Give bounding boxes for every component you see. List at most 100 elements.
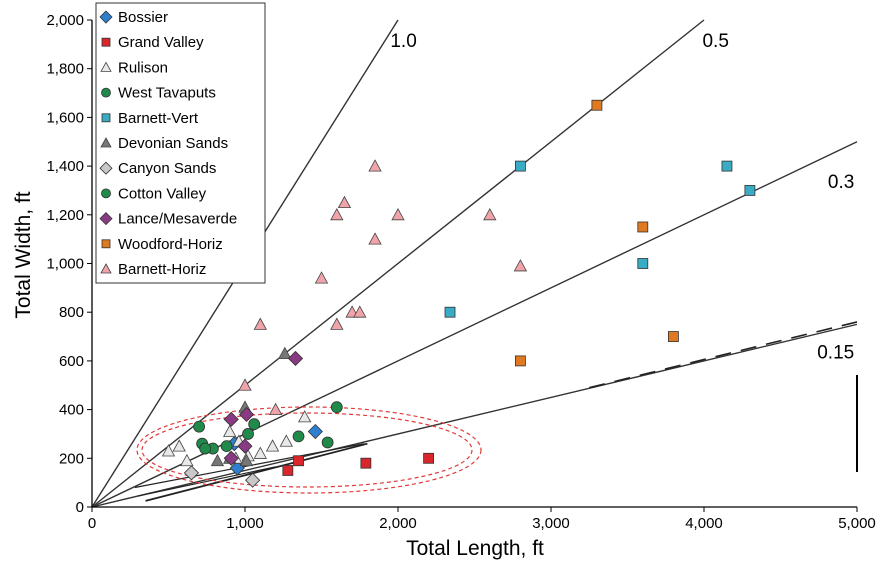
data-point-rulison [172,439,186,452]
data-point-barnett-horiz [330,317,344,330]
legend-marker-rulison [100,61,112,72]
data-point-barnett-vert [515,160,526,172]
data-point-barnett-horiz [314,271,329,284]
data-point-rulison [161,444,176,457]
data-point-rulison [279,434,293,447]
data-point-woodford-horiz [515,355,526,367]
data-point-grand-valley [360,457,372,469]
data-point-devonian-sands [278,346,292,359]
data-point-grand-valley [293,455,304,467]
legend-marker-west-tavaputs [101,87,111,98]
data-point-cotton-valley [199,442,212,455]
data-point-rulison [253,446,267,459]
data-point-woodford-horiz [637,221,649,233]
data-point-rulison [180,453,194,467]
tick-marks [87,19,858,512]
reference-segment [145,442,368,502]
ratio-label-1-0: 1.0 [390,31,416,52]
data-point-barnett-vert [721,160,733,172]
data-point-barnett-vert [637,258,649,269]
y-tick-label: 1,800 [46,61,84,78]
x-tick-label: 5,000 [838,515,876,532]
data-point-west-tavaputs [193,420,206,433]
y-tick-label: 1,400 [46,158,84,175]
legend-label-devonian-sands: Devonian Sands [118,135,228,152]
data-point-lance-mesaverde [237,438,253,454]
ratio-labels: 1.0 0.5 0.3 0.15 [390,31,854,364]
data-point-west-tavaputs [292,430,305,443]
ratio-label-0-5: 0.5 [702,31,728,52]
legend-box [95,2,266,284]
legend-label-barnett-vert: Barnett-Vert [118,110,199,127]
data-point-barnett-horiz [391,207,405,221]
legend-label-west-tavaputs: West Tavaputs [118,85,216,102]
data-point-canyon-sands [183,465,200,481]
legend-marker-bossier [99,10,113,24]
data-point-woodford-horiz [591,99,603,111]
data-point-woodford-horiz [668,331,679,342]
data-point-grand-valley [282,465,294,476]
y-tick-label: 200 [59,450,84,467]
data-point-barnett-horiz [253,317,267,330]
highlight-ellipse [136,406,482,494]
legend-label-canyon-sands: Canyon Sands [118,160,216,177]
data-point-west-tavaputs [321,436,334,449]
data-point-barnett-horiz [330,207,344,221]
legend-label-grand-valley: Grand Valley [118,34,204,51]
ratio-label-0-15: 0.15 [817,342,854,363]
legend-label-cotton-valley: Cotton Valley [118,185,207,202]
data-point-barnett-horiz [513,259,528,272]
ratio-label-0-3: 0.3 [828,172,854,193]
legend-label-barnett-horiz: Barnett-Horiz [118,261,206,278]
legend: Bossier Grand Valley Rulison West Tavaputs B… [95,2,266,284]
highlight-ellipse-inner [141,412,473,488]
data-point-devonian-sands [210,453,225,467]
y-tick-label: 400 [59,402,84,419]
y-tick-label: 600 [59,353,84,370]
data-point-cotton-valley [242,428,254,440]
data-point-rulison [297,410,312,423]
legend-marker-canyon-sands [99,161,113,175]
data-point-barnett-horiz [268,402,283,416]
data-point-lance-mesaverde [223,450,239,466]
data-point-barnett-horiz [368,232,382,245]
x-tick-label: 0 [88,515,96,532]
legend-marker-barnett-horiz [100,263,112,274]
ratio-line-0-3 [91,141,858,508]
x-tick-label: 3,000 [532,515,570,532]
y-tick-label: 1,200 [46,207,84,224]
data-point-rulison [265,439,280,452]
legend-marker-devonian-sands [100,137,112,148]
legend-label-woodford-horiz: Woodford-Horiz [118,236,223,253]
legend-label-rulison: Rulison [118,59,168,76]
legend-marker-cotton-valley [101,188,111,199]
data-point-barnett-horiz [238,378,252,391]
y-tick-label: 800 [59,304,84,321]
legend-marker-woodford-horiz [101,239,111,249]
x-axis-title: Total Length, ft [406,537,544,560]
data-point-barnett-vert [744,185,756,196]
data-points [161,99,756,488]
data-point-barnett-horiz [483,207,497,221]
y-tick-label: 1,600 [46,109,84,126]
data-point-grand-valley [423,452,435,464]
y-axis-title: Total Width, ft [12,191,35,318]
data-point-canyon-sands [245,472,261,488]
y-tick-label: 2,000 [46,12,84,29]
data-point-west-tavaputs [248,418,261,431]
y-tick-label: 1,000 [46,256,84,273]
legend-label-lance-mesaverde: Lance/Mesaverde [118,211,237,228]
data-point-barnett-horiz [368,159,382,172]
x-tick-label: 4,000 [685,515,723,532]
data-point-lance-mesaverde [238,406,255,423]
legend-marker-lance-mesaverde [99,212,113,226]
data-point-rulison [223,424,237,437]
y-tick-label: 0 [76,499,84,516]
reference-segment [137,466,276,497]
x-tick-labels: 0 1,000 2,000 3,000 4,000 5,000 [88,515,876,532]
legend-marker-barnett-vert [101,113,111,123]
data-point-devonian-sands [239,453,254,467]
legend-label-bossier: Bossier [118,9,168,26]
data-point-west-tavaputs [220,440,233,453]
